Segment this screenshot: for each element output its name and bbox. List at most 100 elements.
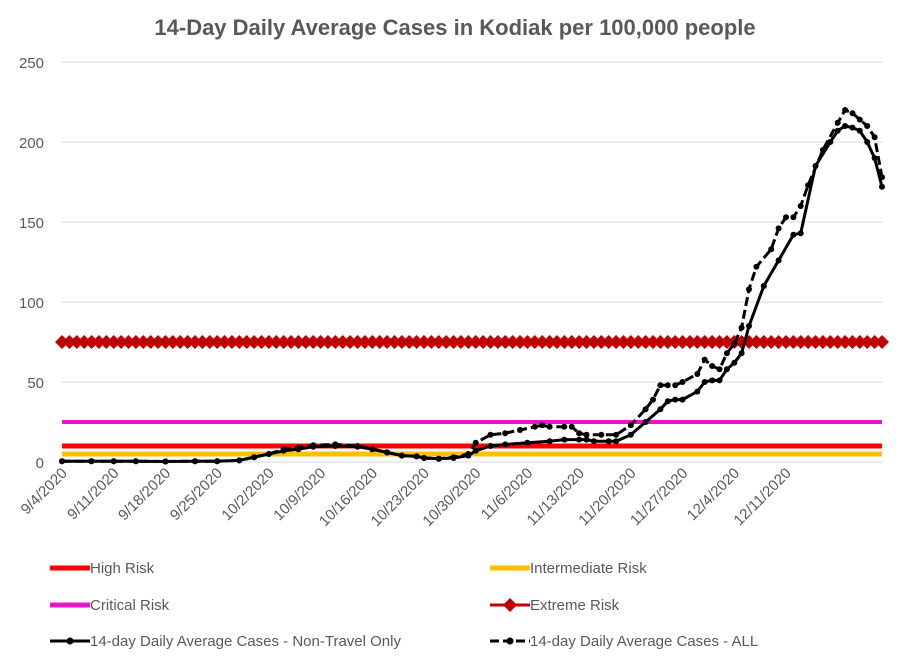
all-cases-series-point — [768, 246, 775, 253]
y-tick-label: 200 — [19, 135, 44, 152]
non-travel-series-point — [672, 396, 679, 403]
non-travel-series-point — [738, 350, 745, 357]
extreme-risk-marker — [165, 335, 180, 349]
extreme-risk-marker — [372, 335, 387, 349]
extreme-risk-marker — [594, 335, 609, 349]
non-travel-series-point — [657, 406, 664, 413]
non-travel-series-point — [790, 231, 797, 238]
non-travel-series-point — [760, 283, 767, 289]
chart-title: 14-Day Daily Average Cases in Kodiak per… — [154, 15, 755, 40]
all-cases-series-point — [568, 423, 575, 430]
legend-label: Critical Risk — [90, 597, 170, 614]
x-axis: 9/4/20209/11/20209/18/20209/25/202010/2/… — [18, 461, 882, 530]
extreme-risk-marker — [793, 335, 808, 349]
extreme-risk-marker — [239, 335, 254, 349]
non-travel-series-point — [731, 359, 738, 366]
extreme-risk-marker — [675, 335, 690, 349]
extreme-risk-marker — [778, 335, 793, 349]
extreme-risk-marker — [394, 335, 409, 349]
extreme-risk-marker — [601, 335, 616, 349]
all-cases-series-line — [62, 108, 884, 463]
extreme-risk-marker — [232, 335, 247, 349]
all-cases-series-point — [805, 182, 812, 189]
non-travel-series-point — [561, 436, 568, 443]
all-cases-series-point — [775, 225, 782, 232]
extreme-risk-marker — [254, 335, 269, 349]
all-cases-series-point — [709, 363, 716, 369]
extreme-risk-marker — [136, 335, 151, 349]
x-tick-label: 9/25/2020 — [167, 465, 226, 524]
extreme-risk-marker — [609, 335, 624, 349]
extreme-risk-marker — [247, 335, 262, 349]
extreme-risk-marker — [306, 335, 321, 349]
extreme-risk-marker — [187, 335, 202, 349]
all-cases-series-point — [746, 286, 752, 293]
non-travel-series-line — [62, 124, 884, 463]
legend-item: Extreme Risk — [490, 597, 620, 614]
extreme-risk-marker — [712, 335, 727, 349]
extreme-risk-marker — [668, 335, 683, 349]
extreme-risk-marker — [195, 335, 210, 349]
extreme-risk-marker — [756, 335, 771, 349]
extreme-risk-marker — [151, 335, 166, 349]
extreme-risk-marker — [91, 335, 106, 349]
extreme-risk-marker — [483, 335, 498, 349]
all-cases-series-point — [576, 430, 583, 437]
x-tick-label: 9/11/2020 — [64, 465, 122, 523]
extreme-risk-marker — [476, 335, 491, 349]
non-travel-series-point — [716, 377, 723, 384]
non-travel-series-point — [834, 127, 841, 134]
non-travel-series-point — [583, 436, 590, 443]
legend: High Risk Intermediate Risk Critical Risk E… — [50, 560, 758, 650]
non-travel-series-point — [871, 155, 878, 161]
all-cases-series-point — [650, 396, 656, 403]
legend-marker — [506, 637, 514, 645]
y-tick-label: 150 — [19, 215, 44, 232]
non-travel-series-point — [627, 431, 634, 438]
extreme-risk-marker — [852, 335, 867, 349]
all-cases-series-point — [110, 458, 117, 465]
extreme-risk-marker — [380, 335, 395, 349]
non-travel-series-point — [605, 438, 612, 445]
non-travel-series-point — [842, 123, 849, 129]
extreme-risk-marker — [350, 335, 365, 349]
non-travel-series-point — [701, 379, 708, 385]
extreme-risk-marker — [158, 335, 173, 349]
all-cases-series-point — [310, 442, 317, 449]
all-cases-series-point — [472, 439, 479, 446]
all-cases-series-point — [59, 458, 65, 465]
non-travel-series-point — [746, 323, 752, 329]
extreme-risk-marker — [682, 335, 697, 349]
all-cases-series-point — [613, 431, 620, 438]
y-tick-label: 0 — [36, 455, 44, 472]
extreme-risk-marker — [416, 335, 431, 349]
all-cases-series-point — [642, 406, 649, 413]
extreme-risk-marker — [572, 335, 587, 349]
plot-area — [55, 107, 889, 465]
non-travel-series-point — [642, 419, 649, 425]
extreme-risk-marker — [202, 335, 217, 349]
non-travel-series-point — [849, 124, 856, 131]
all-cases-series-point — [834, 119, 841, 126]
extreme-risk-marker — [749, 335, 764, 349]
extreme-risk-marker — [343, 335, 358, 349]
extreme-risk-marker — [764, 335, 779, 349]
extreme-risk-marker — [867, 335, 882, 349]
all-cases-series-point — [88, 458, 95, 465]
non-travel-series-point — [590, 438, 597, 445]
extreme-risk-marker — [549, 335, 564, 349]
extreme-risk-marker — [121, 335, 136, 349]
all-cases-series-point — [236, 457, 243, 464]
non-travel-series-point — [664, 398, 671, 405]
extreme-risk-marker — [143, 335, 158, 349]
extreme-risk-marker — [261, 335, 276, 349]
legend-marker — [66, 637, 74, 645]
extreme-risk-marker — [269, 335, 284, 349]
legend-label: Intermediate Risk — [530, 560, 647, 577]
all-cases-series-point — [192, 458, 198, 465]
all-cases-series-point — [384, 449, 390, 456]
non-travel-series-point — [709, 377, 716, 384]
extreme-risk-marker — [210, 335, 225, 349]
